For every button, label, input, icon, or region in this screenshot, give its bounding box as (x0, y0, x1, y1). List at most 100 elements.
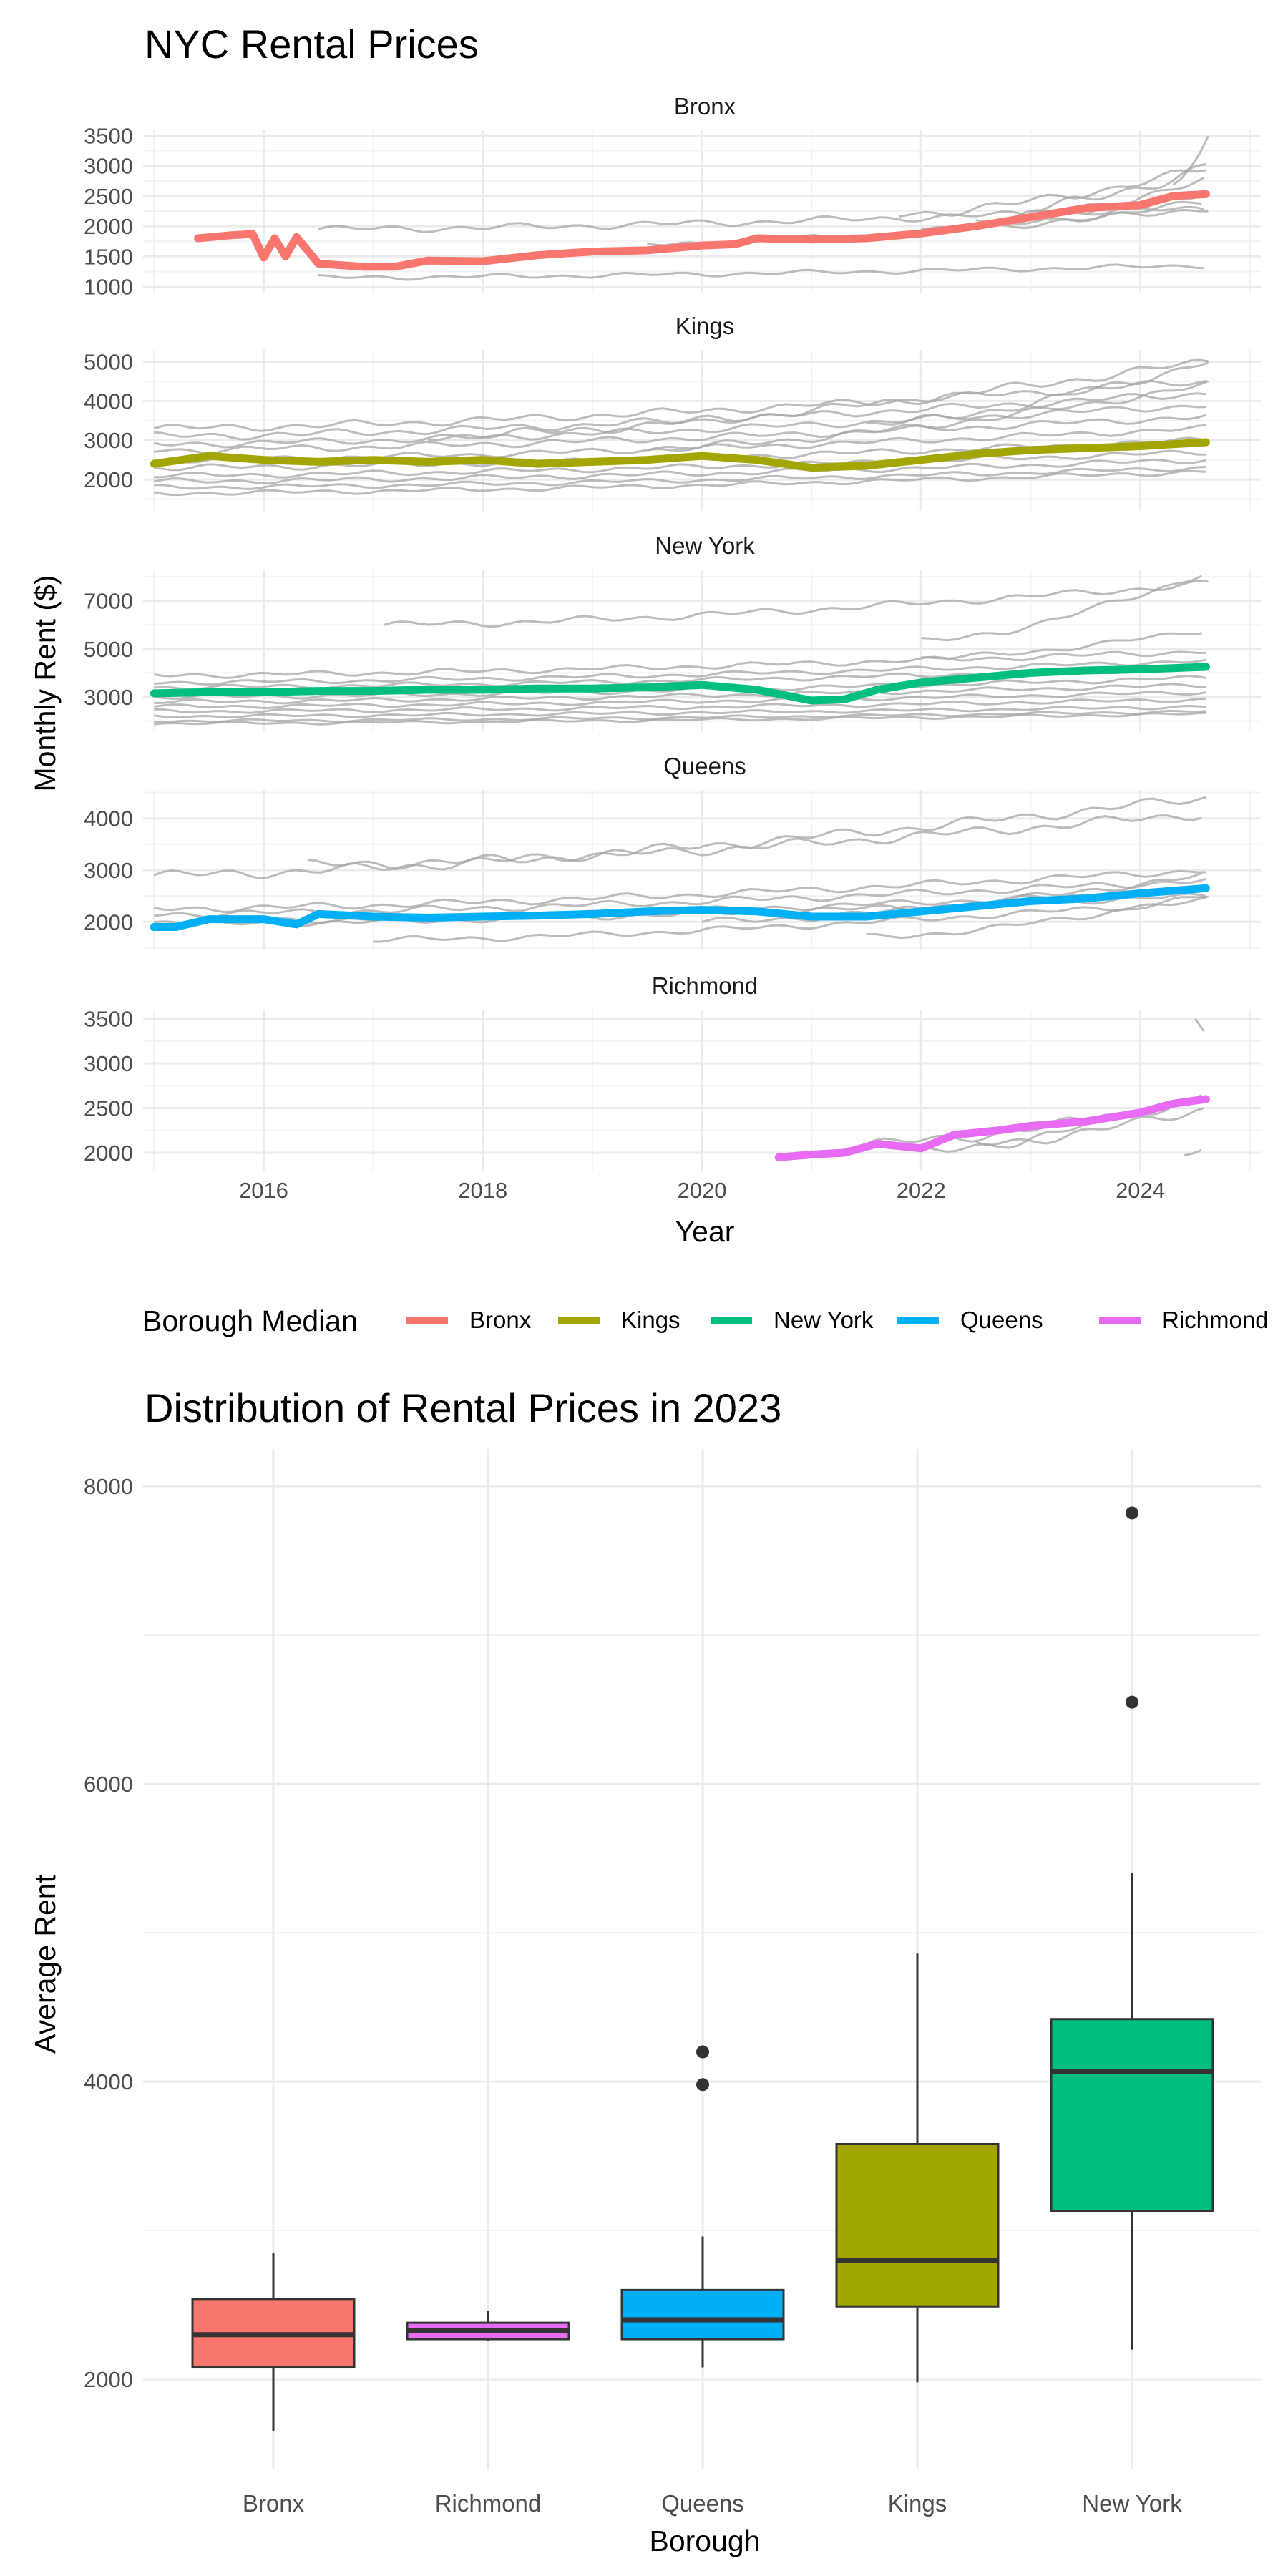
facet-new-york: New York 3000 5000 7000 (84, 532, 1261, 731)
neighborhood-line (899, 169, 1206, 218)
outlier-point (1126, 1506, 1138, 1520)
facet-strip-label-bronx: Bronx (674, 93, 736, 119)
y-tick-label: 2000 (84, 2367, 133, 2392)
x-tick-label: 2022 (897, 1178, 946, 1203)
legend-title: Borough Median (142, 1304, 358, 1337)
outlier-point (1126, 1695, 1138, 1709)
legend-item-new-york: New York (711, 1307, 874, 1333)
facet-strip-label-kings: Kings (675, 313, 735, 339)
neighborhood-line (154, 709, 1206, 723)
neighborhood-line (1172, 135, 1209, 186)
y-tick-label: 2500 (84, 184, 133, 209)
neighborhood-line (154, 458, 1206, 485)
neighborhood-line (1184, 1148, 1202, 1157)
y-tick-label: 2000 (84, 909, 133, 935)
y-tick-label: 1500 (84, 244, 133, 269)
legend-items: Bronx Kings New York Queens Richmond (406, 1307, 1269, 1333)
y-tick-label: 3000 (84, 1051, 133, 1076)
outlier-point (696, 2078, 709, 2092)
box-iqr (620, 2288, 785, 2341)
x-tick-label: 2020 (678, 1178, 727, 1203)
neighborhood-line (921, 575, 1202, 642)
x-tick-label-richmond: Richmond (435, 2490, 542, 2517)
bottom-chart-y-axis-title: Average Rent (29, 1874, 62, 2054)
neighborhood-line (307, 814, 1202, 870)
neighborhood-line (154, 711, 1206, 726)
x-tick-label-kings: Kings (888, 2490, 947, 2517)
neighborhood-line (154, 466, 1206, 490)
median-line-bronx (194, 190, 1210, 271)
y-tick-label: 5000 (84, 349, 133, 374)
y-tick-label: 3500 (84, 1007, 133, 1032)
facet-kings: Kings 2000 3000 4000 5000 (84, 313, 1261, 511)
neighborhood-line (154, 704, 1206, 718)
y-tick-label: 3000 (84, 428, 133, 453)
neighborhood-line (975, 1107, 1204, 1146)
legend-label: Richmond (1162, 1307, 1269, 1333)
neighborhood-line (1030, 163, 1206, 213)
x-tick-label: 2016 (239, 1178, 288, 1203)
legend-label: New York (774, 1307, 874, 1333)
top-chart-title: NYC Rental Prices (145, 21, 479, 67)
box-kings: Kings (835, 1953, 1000, 2517)
neighborhood-line (154, 869, 1206, 914)
legend-label: Queens (960, 1307, 1043, 1333)
x-tick-label-bronx: Bronx (243, 2490, 305, 2517)
neighborhood-line (866, 895, 1209, 940)
box-iqr (835, 2142, 1000, 2308)
neighborhood-line (153, 379, 1206, 432)
neighborhood-line (318, 263, 1204, 281)
y-tick-label: 4000 (84, 806, 133, 831)
facet-bronx: Bronx 1000 1500 2000 2500 3000 3500 (84, 93, 1261, 300)
median-line-new-york (150, 663, 1210, 705)
neighborhood-line (154, 658, 1206, 686)
neighborhood-line (154, 697, 1206, 714)
outlier-point (696, 2045, 709, 2059)
neighborhood-line (384, 580, 1209, 628)
y-tick-label: 2000 (84, 467, 133, 492)
legend-item-bronx: Bronx (406, 1307, 532, 1333)
y-tick-label: 4000 (84, 389, 133, 414)
y-tick-label: 2000 (84, 1141, 133, 1166)
y-tick-label: 3000 (84, 685, 133, 710)
neighborhood-line (154, 469, 1206, 497)
y-tick-label: 3000 (84, 858, 133, 883)
legend-item-richmond: Richmond (1099, 1307, 1269, 1333)
box-richmond: Richmond (406, 2311, 570, 2517)
x-tick-label: 2018 (458, 1178, 507, 1203)
neighborhood-line (153, 796, 1206, 879)
top-chart-y-axis-title: Monthly Rent ($) (29, 575, 62, 791)
legend: Borough Median Bronx Kings New York Queens R… (142, 1304, 1269, 1337)
y-tick-label: 7000 (84, 589, 133, 614)
neighborhood-line (866, 361, 1209, 426)
top-chart-x-axis-title: Year (675, 1215, 735, 1248)
neighborhood-line (1194, 1018, 1205, 1032)
top-chart-x-ticks: 2016 2018 2020 2022 2024 (239, 1178, 1165, 1203)
facet-strip-label-queens: Queens (663, 753, 746, 779)
y-tick-label: 5000 (84, 637, 133, 662)
neighborhood-line (154, 414, 1206, 454)
facet-strip-label-richmond: Richmond (652, 972, 758, 999)
y-tick-label: 8000 (84, 1474, 133, 1499)
median-line-queens (150, 884, 1210, 931)
facet-strip-label-new-york: New York (655, 532, 755, 559)
legend-label: Kings (621, 1307, 680, 1333)
bottom-chart-title: Distribution of Rental Prices in 2023 (145, 1385, 781, 1430)
neighborhood-line (154, 449, 1206, 479)
y-tick-label: 2500 (84, 1096, 133, 1121)
y-tick-label: 3500 (84, 123, 133, 148)
neighborhood-line (373, 897, 1206, 943)
neighborhood-line (154, 404, 1206, 449)
y-tick-label: 3000 (84, 154, 133, 179)
median-line-richmond (774, 1095, 1210, 1161)
y-tick-label: 1000 (84, 275, 133, 300)
legend-item-queens: Queens (897, 1307, 1043, 1333)
neighborhood-line (154, 691, 1206, 710)
boxplot-panel: 2000 4000 6000 8000 Bronx Richmond Queens Kings… (84, 1449, 1261, 2517)
facet-queens: Queens 2000 3000 4000 (84, 753, 1261, 950)
neighborhood-line (154, 683, 1206, 705)
box-bronx: Bronx (191, 2253, 356, 2517)
median-line-kings (150, 438, 1210, 472)
legend-label: Bronx (469, 1307, 532, 1333)
